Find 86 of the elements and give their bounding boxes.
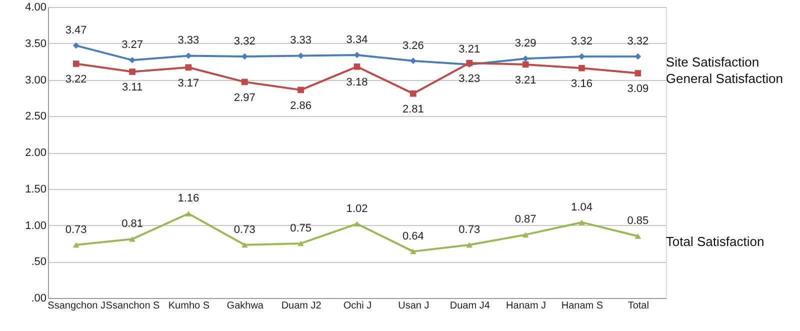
- point: [72, 60, 80, 67]
- point: [72, 242, 80, 248]
- point: [298, 86, 304, 94]
- point: [410, 90, 416, 97]
- y-tick-label: .00: [31, 292, 46, 304]
- point: [410, 58, 416, 64]
- point: [522, 232, 529, 238]
- point: [522, 55, 529, 62]
- point: [354, 63, 360, 70]
- data-label: 2.97: [234, 92, 256, 104]
- point: [298, 240, 304, 246]
- x-tick-label: Kumho S: [168, 300, 210, 312]
- x-tick-label: Gakhwa: [226, 300, 264, 312]
- data-label: 0.73: [458, 224, 480, 236]
- data-label: 3.17: [178, 77, 200, 90]
- y-tick-label: 3.50: [25, 38, 46, 50]
- x-tick-label: Duam J2: [281, 300, 322, 312]
- point: [241, 242, 248, 248]
- data-label: 0.85: [627, 215, 649, 228]
- y-tick-label: .50: [31, 256, 46, 268]
- y-tick-label: 2.00: [25, 147, 46, 159]
- y-tick-label: 3.00: [25, 74, 46, 86]
- point: [129, 68, 136, 75]
- data-label: 0.73: [65, 224, 87, 236]
- point: [634, 70, 642, 76]
- point: [185, 52, 192, 59]
- data-label: 1.02: [346, 202, 368, 215]
- data-label: 3.21: [514, 74, 536, 86]
- data-label: 0.73: [234, 224, 256, 236]
- data-label: 2.81: [402, 104, 424, 116]
- x-tick-label: Hanam S: [561, 300, 604, 312]
- x-tick-label: Total: [628, 300, 649, 312]
- point: [72, 42, 80, 49]
- point: [578, 220, 585, 226]
- data-label: 1.04: [571, 201, 592, 214]
- y-tick-label: 1.00: [25, 220, 46, 232]
- point: [129, 236, 136, 242]
- x-tick-label: Ssanchon S: [106, 300, 160, 312]
- point: [241, 78, 248, 86]
- data-label: 3.47: [65, 24, 87, 37]
- y-tick-label: 2.50: [25, 110, 46, 123]
- point: [185, 64, 192, 71]
- point: [634, 233, 642, 239]
- x-tick-label: Hanam J: [506, 300, 546, 312]
- point: [354, 52, 360, 58]
- data-label: 3.09: [627, 83, 649, 96]
- data-label: 2.86: [290, 100, 312, 112]
- data-label: 3.26: [402, 40, 424, 52]
- point: [241, 53, 248, 60]
- data-label: 3.27: [122, 39, 143, 52]
- y-tick-label: 4.00: [25, 2, 46, 14]
- series-label: Total Satisfaction: [666, 234, 764, 250]
- data-label: 0.87: [514, 214, 536, 226]
- point: [634, 53, 642, 60]
- x-tick-label: Duam J4: [450, 300, 490, 312]
- point: [185, 210, 192, 216]
- data-label: 0.81: [122, 218, 143, 230]
- point: [466, 242, 473, 248]
- series-label: General Satisfaction: [666, 71, 783, 86]
- data-label: 0.75: [290, 222, 312, 234]
- data-label: 3.16: [571, 78, 592, 90]
- data-label: 3.11: [122, 82, 143, 94]
- point: [410, 248, 416, 254]
- y-tick-label: 1.50: [25, 183, 46, 196]
- point: [129, 56, 136, 64]
- data-label: 0.64: [402, 230, 424, 242]
- data-label: 3.22: [65, 74, 87, 86]
- data-label: 1.16: [178, 192, 200, 205]
- x-tick-label: Usan J: [398, 300, 430, 312]
- point: [522, 61, 529, 68]
- data-label: 3.29: [514, 38, 536, 50]
- point: [578, 64, 585, 72]
- data-label: 3.32: [627, 35, 649, 48]
- data-label: 3.32: [571, 35, 592, 48]
- point: [354, 221, 360, 227]
- data-label: 3.21: [458, 43, 480, 56]
- data-label: 3.23: [458, 73, 480, 86]
- x-tick-label: Ochi J: [343, 300, 372, 312]
- data-label: 3.18: [346, 76, 368, 89]
- data-label: 3.34: [346, 34, 368, 46]
- point: [578, 53, 585, 60]
- series-label: Site Satisfaction: [666, 54, 760, 70]
- data-label: 3.33: [178, 34, 200, 47]
- data-label: 3.33: [290, 34, 312, 47]
- data-label: 3.32: [234, 35, 256, 48]
- x-tick-label: Ssangchon J: [48, 300, 106, 312]
